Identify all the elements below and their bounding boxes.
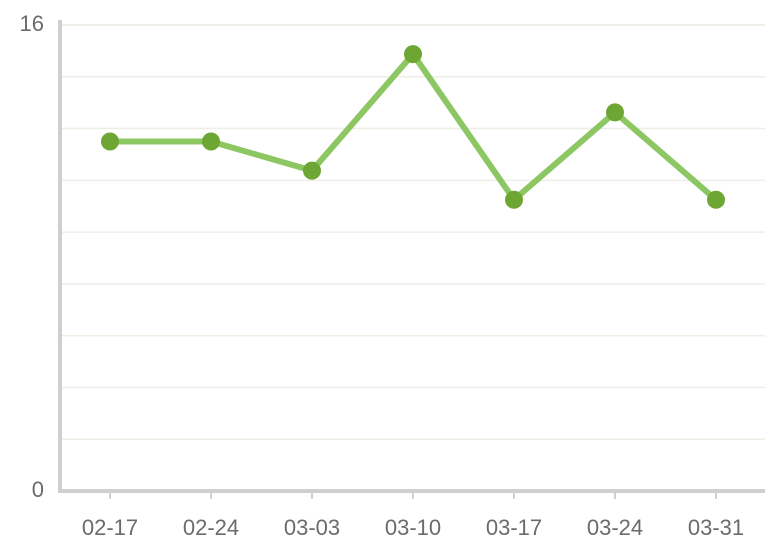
y-tick-label: 16 <box>20 11 44 36</box>
y-tick-label: 0 <box>32 477 44 502</box>
point <box>101 132 119 151</box>
point <box>202 132 220 151</box>
x-tick-label: 03-24 <box>587 515 643 540</box>
x-tick-label: 02-17 <box>82 515 138 540</box>
point <box>303 161 321 180</box>
x-tick-label: 03-17 <box>486 515 542 540</box>
x-tick-label: 03-03 <box>284 515 340 540</box>
x-tick-label: 02-24 <box>183 515 239 540</box>
x-tick-label: 03-31 <box>688 515 744 540</box>
point <box>606 103 624 122</box>
point <box>505 190 523 209</box>
plot-area <box>60 25 765 491</box>
point <box>404 45 422 64</box>
x-tick-label: 03-10 <box>385 515 441 540</box>
point <box>707 190 725 209</box>
